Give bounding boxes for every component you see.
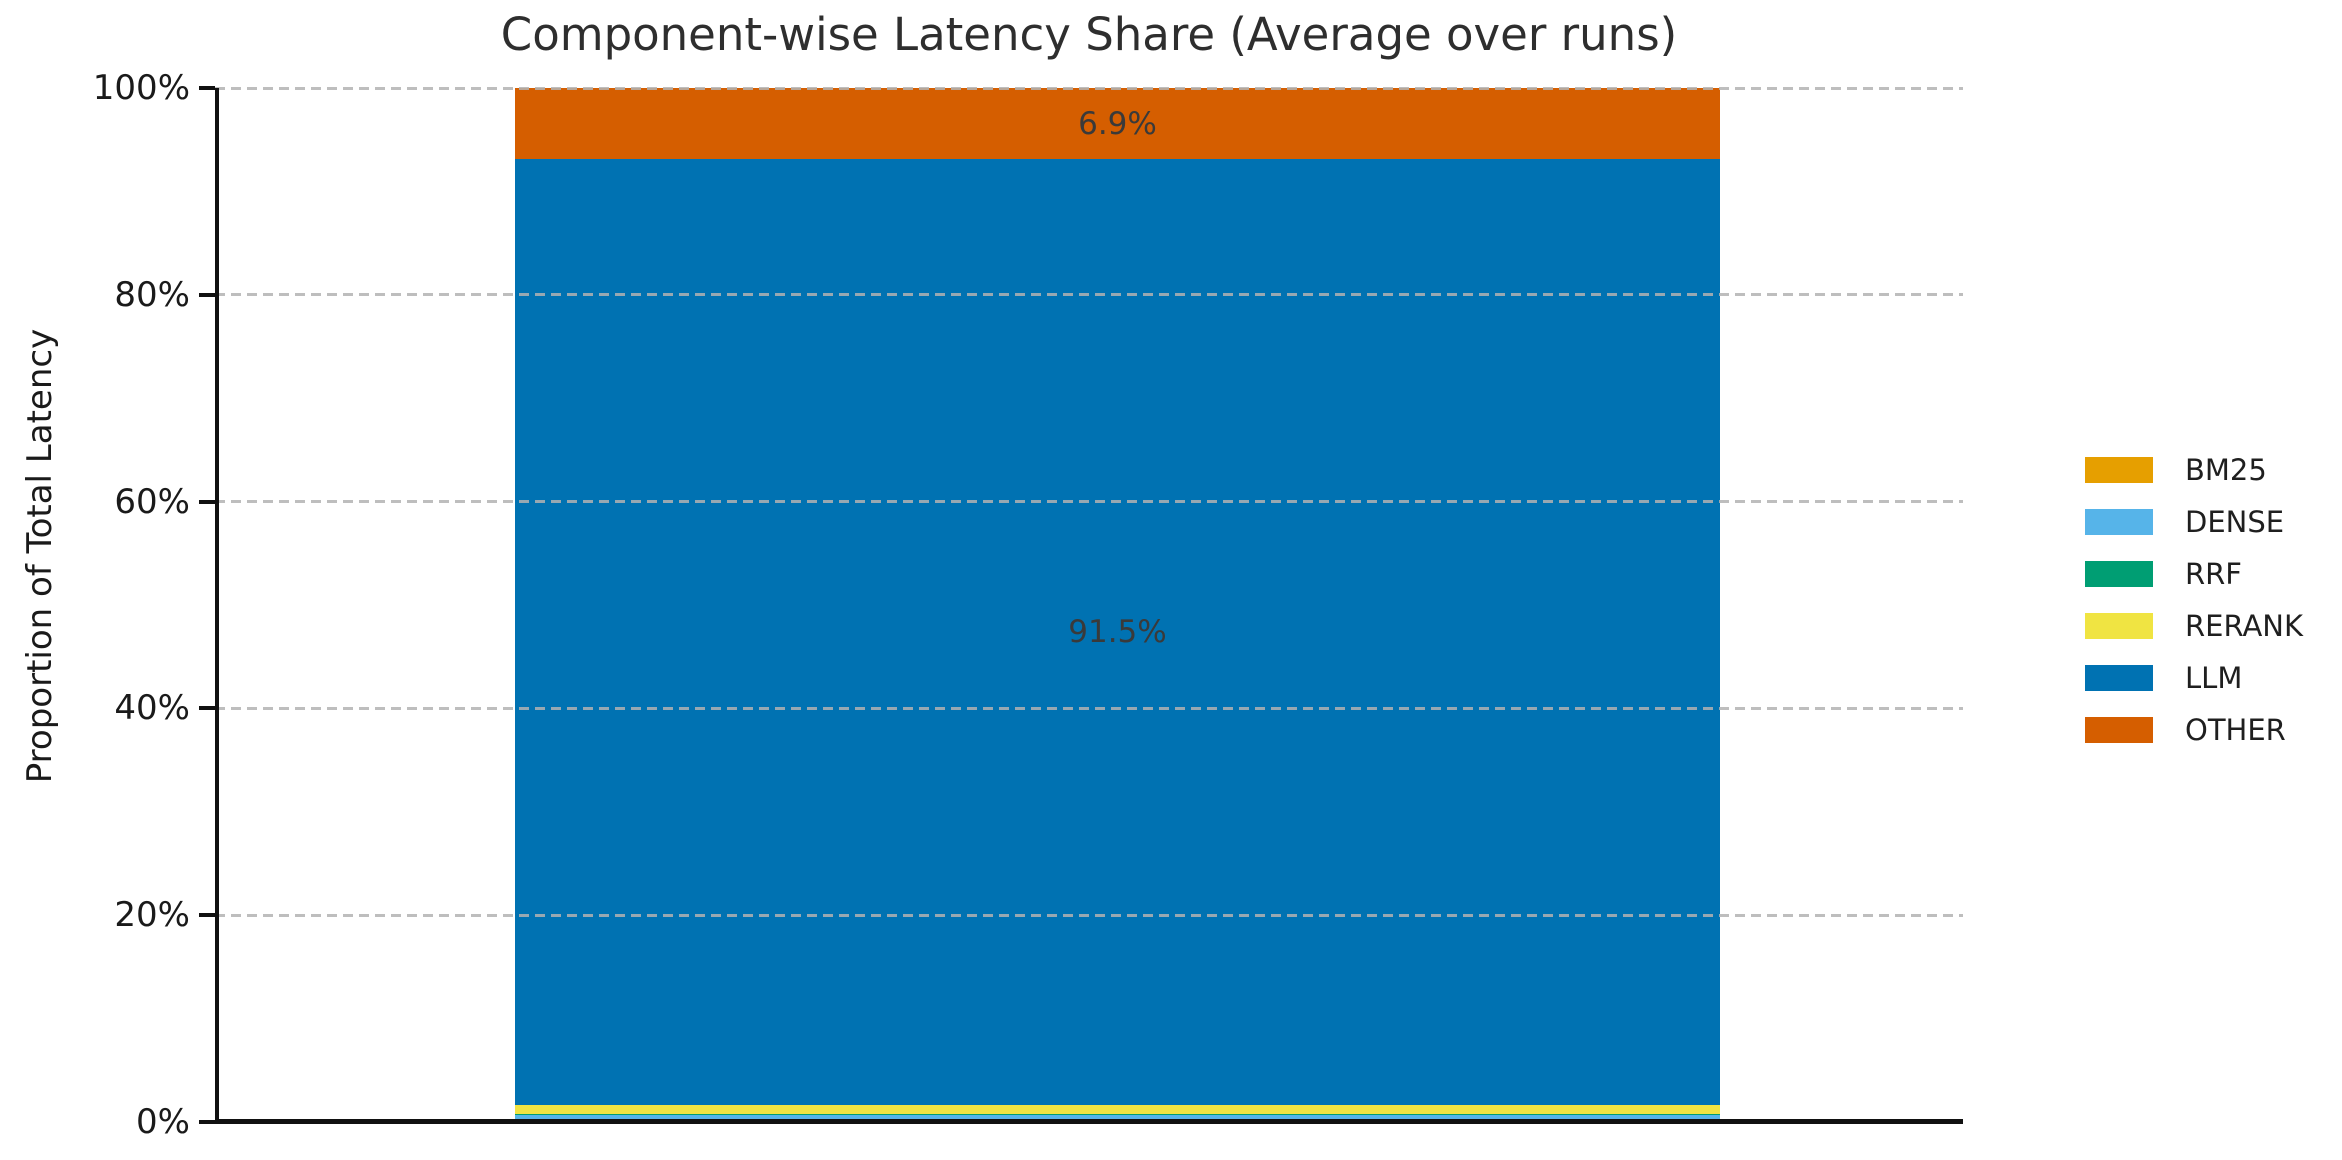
legend-swatch-llm [2085, 665, 2153, 691]
gridline-40% [215, 706, 1963, 710]
bar-segment-rerank [515, 1105, 1720, 1115]
chart-title: Component-wise Latency Share (Average ov… [500, 8, 1678, 61]
value-label-other: 6.9% [1078, 105, 1157, 142]
legend-item-rerank: RERANK [2085, 600, 2303, 652]
legend-item-bm25: BM25 [2085, 444, 2303, 496]
legend-label-rrf: RRF [2185, 557, 2242, 591]
legend-label-dense: DENSE [2185, 505, 2285, 539]
left-axis-spine [215, 88, 219, 1122]
ytick-mark-0% [199, 1120, 215, 1124]
stacked-bar [515, 88, 1720, 1122]
gridline-60% [215, 500, 1963, 504]
ytick-label-20%: 20% [114, 895, 190, 936]
gridline-80% [215, 293, 1963, 297]
legend-label-rerank: RERANK [2185, 609, 2303, 643]
value-label-llm: 91.5% [1068, 614, 1167, 651]
bottom-axis-spine [215, 1119, 1963, 1124]
legend-swatch-other [2085, 717, 2153, 743]
ytick-label-80%: 80% [114, 274, 190, 315]
legend-item-llm: LLM [2085, 652, 2303, 704]
bar-segment-dense [515, 1114, 1720, 1119]
legend-swatch-rrf [2085, 561, 2153, 587]
gridline-100% [215, 86, 1963, 90]
legend-label-llm: LLM [2185, 661, 2243, 695]
legend-swatch-bm25 [2085, 457, 2153, 483]
legend-item-dense: DENSE [2085, 496, 2303, 548]
legend: BM25 DENSE RRF RERANK LLM OTHER [2085, 444, 2303, 756]
legend-swatch-rerank [2085, 613, 2153, 639]
gridline-20% [215, 913, 1963, 917]
legend-item-other: OTHER [2085, 704, 2303, 756]
ytick-mark-80% [199, 292, 215, 297]
ytick-label-100%: 100% [92, 68, 190, 108]
legend-swatch-dense [2085, 509, 2153, 535]
ytick-mark-60% [199, 499, 215, 504]
ytick-label-0%: 0% [136, 1102, 190, 1142]
ytick-label-40%: 40% [114, 688, 190, 729]
ytick-mark-40% [199, 706, 215, 711]
legend-label-other: OTHER [2185, 713, 2286, 747]
legend-label-bm25: BM25 [2185, 453, 2267, 487]
bar-segment-other [515, 88, 1720, 160]
ytick-label-60%: 60% [114, 481, 190, 522]
ytick-mark-100% [199, 86, 215, 90]
ytick-mark-20% [199, 913, 215, 918]
legend-item-rrf: RRF [2085, 548, 2303, 600]
bar-segment-llm [515, 159, 1720, 1106]
plot-area: 91.5% 6.9% 0% 20% 40% 60% 80% 100% [93, 68, 1963, 1142]
